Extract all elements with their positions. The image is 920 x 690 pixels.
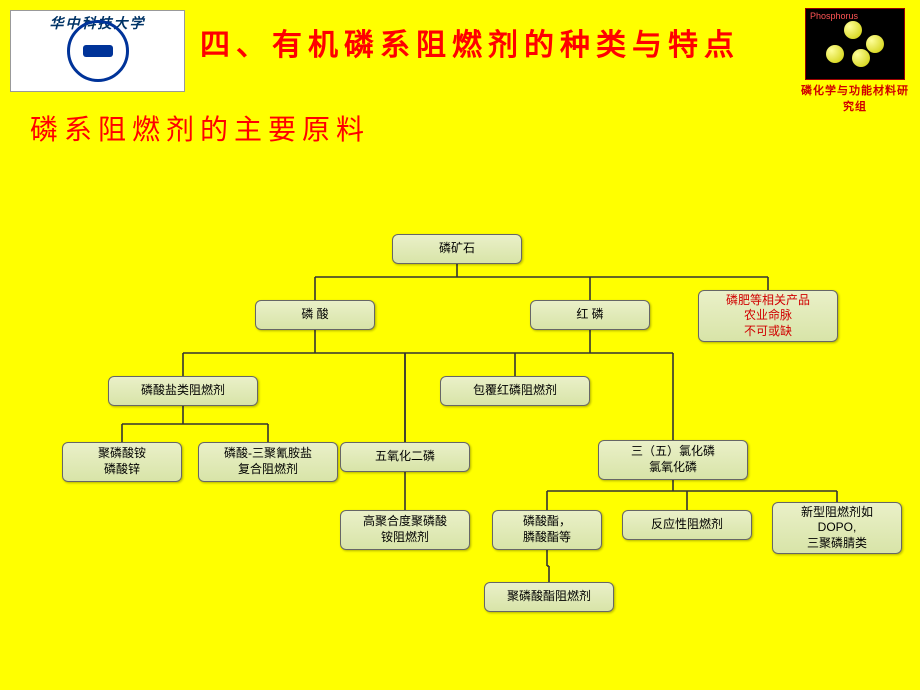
flowchart-node: 红 磷: [530, 300, 650, 330]
flowchart-node: 高聚合度聚磷酸 铵阻燃剂: [340, 510, 470, 550]
flowchart-node: 磷酸酯， 膦酸酯等: [492, 510, 602, 550]
flowchart-node: 三（五）氯化磷 氯氧化磷: [598, 440, 748, 480]
flowchart: 磷矿石磷 酸 红 磷 磷肥等相关产品 农业命脉 不可或缺磷酸盐类阻燃剂 包覆红磷阻燃剂…: [0, 0, 920, 690]
flowchart-node: 聚磷酸铵 磷酸锌: [62, 442, 182, 482]
flowchart-node: 包覆红磷阻燃剂: [440, 376, 590, 406]
flowchart-node: 聚磷酸酯阻燃剂: [484, 582, 614, 612]
flowchart-node: 磷酸盐类阻燃剂: [108, 376, 258, 406]
flowchart-node: 五氧化二磷: [340, 442, 470, 472]
flowchart-node: 磷肥等相关产品 农业命脉 不可或缺: [698, 290, 838, 342]
flowchart-node: 新型阻燃剂如 DOPO, 三聚磷腈类: [772, 502, 902, 554]
flowchart-node: 磷矿石: [392, 234, 522, 264]
flowchart-lines: [0, 0, 920, 690]
flowchart-node: 反应性阻燃剂: [622, 510, 752, 540]
flowchart-node: 磷酸-三聚氰胺盐 复合阻燃剂: [198, 442, 338, 482]
flowchart-node: 磷 酸: [255, 300, 375, 330]
